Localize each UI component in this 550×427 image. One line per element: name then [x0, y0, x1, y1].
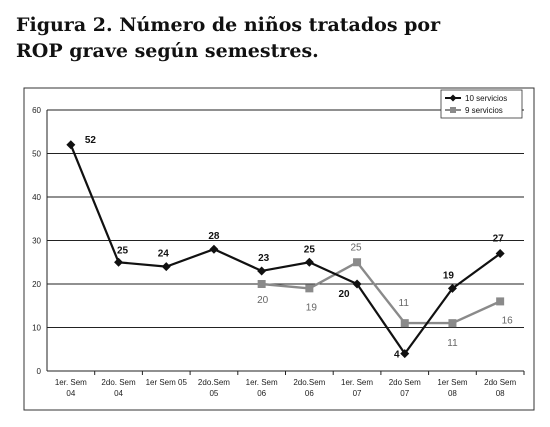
series-0-data-label-3: 28: [208, 231, 220, 242]
series-0-point-1: [114, 257, 124, 267]
x-tick-label-2: 1er Sem 05: [146, 378, 188, 387]
series-1-data-label-9: 16: [502, 315, 514, 326]
series-1-point-5: [305, 284, 314, 293]
x-tick-label-year-4: 06: [257, 389, 266, 398]
series-1-point-8: [448, 319, 457, 328]
y-tick-label-20: 20: [32, 280, 41, 289]
series-1-data-label-4: 20: [257, 295, 269, 306]
series-0-data-label-2: 24: [158, 249, 170, 260]
series-0-point-8: [447, 283, 457, 293]
series-1-point-7: [400, 319, 409, 328]
series-1-data-label-8: 11: [447, 338, 458, 349]
y-tick-label-50: 50: [32, 150, 41, 159]
series-0-data-label-9: 27: [493, 234, 505, 245]
legend-marker-1: [450, 107, 456, 113]
figure-title: Figura 2. Número de niños tratados por R…: [16, 12, 536, 64]
figure-title-line-1: Figura 2. Número de niños tratados por: [16, 14, 441, 36]
x-tick-label-year-5: 06: [305, 389, 314, 398]
series-0-data-label-4: 23: [258, 253, 270, 264]
series-0-point-2: [161, 262, 171, 272]
series-line-1: [261, 260, 501, 325]
series-0-data-label-6: 20: [338, 289, 350, 300]
figure-title-line-2: ROP grave según semestres.: [16, 40, 319, 62]
series-0-point-7: [400, 349, 410, 359]
x-tick-label-year-0: 04: [66, 389, 75, 398]
series-0-point-3: [209, 244, 219, 254]
x-tick-label-9: 2do Sem: [484, 378, 516, 387]
series-0-point-5: [304, 257, 314, 267]
series-0-data-label-5: 25: [304, 244, 316, 255]
series-0-point-4: [257, 266, 267, 276]
x-tick-label-year-3: 05: [209, 389, 218, 398]
series-0-data-label-8: 19: [443, 270, 455, 281]
x-tick-label-year-1: 04: [114, 389, 123, 398]
grid-lines: [47, 109, 524, 328]
x-tick-label-5: 2do.Sem: [293, 378, 325, 387]
series-1-point-6: [353, 258, 362, 267]
legend-label-1: 9 servicios: [465, 106, 503, 115]
x-tick-label-year-7: 07: [400, 389, 409, 398]
series-1-data-label-6: 25: [350, 242, 362, 253]
series-0-point-0: [66, 140, 76, 150]
chart-frame: [23, 87, 535, 411]
x-tick-label-8: 1er Sem: [437, 378, 468, 387]
x-tick-label-6: 1er. Sem: [341, 378, 373, 387]
series-layer: 20 19 25 11 11 16 52 25 24 28 23 25 20 4 19 27: [66, 135, 513, 361]
x-tick-label-1: 2do. Sem: [101, 378, 136, 387]
series-0-data-label-7: 4: [394, 350, 400, 361]
legend-marker-0: [449, 94, 457, 102]
series-0-point-9: [495, 249, 505, 259]
series-1-data-label-5: 19: [306, 302, 318, 313]
x-tick-label-year-8: 08: [448, 389, 457, 398]
x-tick-label-7: 2do Sem: [389, 378, 421, 387]
x-tick-label-0: 1er. Sem: [55, 378, 87, 387]
series-0-data-label-0: 52: [85, 135, 97, 146]
series-0-point-6: [352, 279, 362, 289]
y-tick-label-0: 0: [37, 367, 42, 376]
legend-label-0: 10 servicios: [465, 94, 507, 103]
x-tick-label-4: 1er. Sem: [246, 378, 278, 387]
axes: 0 10 20 30 40 50 60 1er. Sem 04 2do. Sem 04 1er Sem…: [32, 106, 525, 398]
series-0-data-label-1: 25: [117, 245, 129, 256]
y-tick-label-30: 30: [32, 237, 41, 246]
y-tick-label-40: 40: [32, 193, 41, 202]
legend: 10 servicios 9 servicios: [440, 89, 523, 119]
x-tick-label-year-9: 08: [496, 389, 505, 398]
x-tick-label-3: 2do.Sem: [198, 378, 230, 387]
y-tick-label-10: 10: [32, 324, 41, 333]
x-tick-label-year-6: 07: [353, 389, 362, 398]
series-1-point-9: [496, 297, 505, 306]
series-1-point-4: [257, 280, 266, 288]
y-tick-label-60: 60: [32, 106, 41, 115]
series-line-0: [69, 144, 501, 356]
series-1-data-label-7: 11: [399, 298, 410, 309]
legend-box: [440, 89, 523, 119]
